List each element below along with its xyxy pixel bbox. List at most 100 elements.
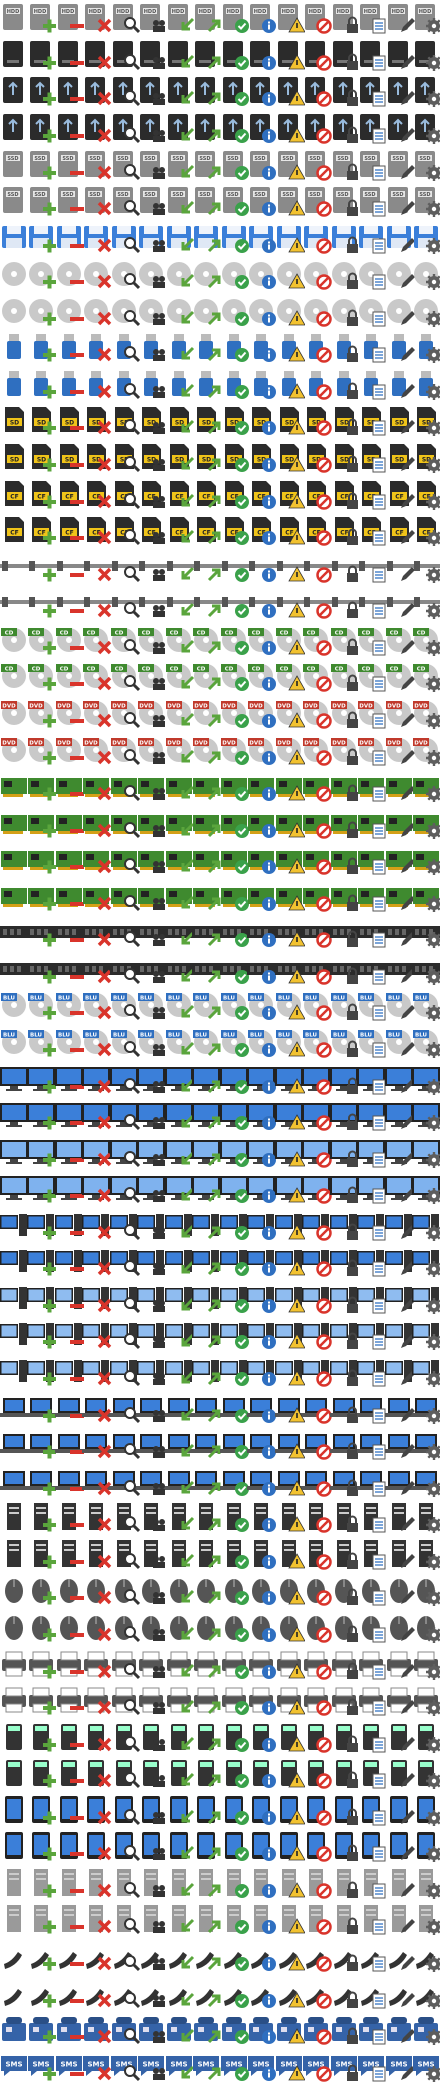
network-card-warning-icon-graphic <box>276 815 305 838</box>
expansion-card-settings-icon-graphic <box>413 851 440 875</box>
cf-card-lock-icon-graphic: CF <box>335 481 358 509</box>
bluray-import-icon: BLU <box>161 1024 197 1060</box>
laptop-settings-icon-graphic <box>412 1471 440 1497</box>
laptop-settings-icon <box>408 1390 440 1426</box>
computer-light-list-icon-graphic <box>357 1287 386 1314</box>
svg-text:CD: CD <box>60 631 69 637</box>
calculator-none-icon-graphic <box>6 1760 22 1786</box>
sd-card-edit-icon-graphic: SD <box>390 407 415 434</box>
ram-export-icon-graphic <box>192 926 221 947</box>
laptop-info-icon-graphic <box>247 1434 276 1459</box>
hdd-dark-delete-icon <box>78 37 114 73</box>
calculator-info-icon-graphic <box>253 1760 276 1788</box>
cd-info-icon-graphic: CD <box>248 628 276 655</box>
desk-phone-edit-icon-graphic <box>387 2017 415 2043</box>
network-card-block-icon <box>298 768 334 804</box>
usb-drive-remove-icon-graphic <box>58 114 84 140</box>
svg-text:CD: CD <box>87 667 96 673</box>
cd-warning-icon: CD <box>271 658 307 694</box>
mouse-lock-icon <box>326 1609 362 1645</box>
svg-text:SSD: SSD <box>254 156 265 162</box>
cf-card-pair-icon: CF <box>133 476 169 512</box>
cd-import-icon: CD <box>161 658 197 694</box>
tower-lock-icon-graphic <box>337 1869 358 1898</box>
cable-search-icon-graphic <box>110 597 140 619</box>
phone-info-icon-graphic <box>251 1952 276 1971</box>
server-pair-icon-graphic <box>144 1503 165 1531</box>
dvd-info-icon: DVD <box>243 732 279 768</box>
monitor-edit-icon <box>381 1061 417 1097</box>
svg-text:SD: SD <box>37 420 46 427</box>
sd-card-delete-icon: SD <box>78 402 114 438</box>
svg-text:CF: CF <box>312 494 321 501</box>
usb-stick-block-icon <box>298 329 334 365</box>
computer-light-add-icon-graphic <box>27 1287 56 1313</box>
optical-drive-add-icon <box>23 256 59 292</box>
usb-stick-export-icon-graphic <box>199 371 221 399</box>
ram-none-icon <box>0 951 32 987</box>
expansion-card-block-icon <box>298 841 334 877</box>
svg-text:BLU: BLU <box>30 996 42 1002</box>
hdd-dark-list-icon-graphic <box>360 41 386 71</box>
ssd-export-icon: SSD <box>188 147 224 183</box>
optical-drive-delete-icon <box>78 256 114 292</box>
laptop-add-icon <box>23 1426 59 1462</box>
calculator-search-icon <box>106 1755 142 1791</box>
laptop-delete-icon <box>78 1463 114 1499</box>
computer-lock-icon-graphic <box>330 1214 358 1240</box>
mouse-edit-icon <box>381 1609 417 1645</box>
svg-text:SSD: SSD <box>419 192 430 198</box>
optical-drive-pair-icon-graphic <box>139 262 165 288</box>
tablet-remove-icon <box>51 1828 87 1864</box>
monitor-light-lock-icon <box>326 1170 362 1206</box>
monitor-add-icon-graphic <box>27 1067 56 1094</box>
sd-card-ok-icon-graphic: SD <box>225 407 249 435</box>
network-card-pair-icon <box>133 805 169 841</box>
computer-light-delete-icon-graphic <box>82 1287 112 1313</box>
calculator-import-icon <box>161 1755 197 1791</box>
monitor-light-pair-icon-graphic <box>137 1176 165 1202</box>
cable-info-icon <box>243 549 279 585</box>
cf-card-list-icon: CF <box>353 512 389 548</box>
dvd-remove-icon-graphic: DVD <box>56 738 84 762</box>
cable-pair-icon-graphic <box>137 597 165 617</box>
cable-remove-icon <box>51 585 87 621</box>
phone-warning-icon-graphic <box>279 1989 305 2008</box>
calculator-list-icon-graphic <box>363 1760 386 1789</box>
expansion-card-settings-icon <box>408 841 440 877</box>
usb-drive-export-icon-graphic <box>195 77 221 106</box>
cf-card-list-icon-graphic: CF <box>362 517 386 546</box>
server-info-icon-graphic <box>254 1503 276 1532</box>
server-info-icon <box>243 1536 279 1572</box>
svg-text:DVD: DVD <box>194 704 208 710</box>
computer-edit-icon <box>381 1243 417 1279</box>
ram-none-icon-graphic <box>0 926 28 938</box>
computer-export-icon-graphic <box>192 1250 221 1276</box>
monitor-light-list-icon-graphic <box>357 1140 386 1168</box>
cd-delete-icon-graphic: CD <box>83 628 112 655</box>
computer-light-export-icon-graphic <box>192 1360 221 1386</box>
hdd-list-icon-graphic: HDD <box>360 4 386 34</box>
ssd-edit-icon-graphic: SSD <box>388 187 415 215</box>
svg-text:BLU: BLU <box>250 996 262 1002</box>
monitor-light-info-icon <box>243 1134 279 1170</box>
sd-card-delete-icon-graphic: SD <box>87 444 112 472</box>
ram-ok-icon-graphic <box>220 926 249 947</box>
hdd-dark-warning-icon-graphic <box>278 41 305 70</box>
svg-text:DVD: DVD <box>332 741 346 747</box>
sd-card-info-icon: SD <box>243 439 279 475</box>
server-block-icon <box>298 1499 334 1535</box>
laptop-ok-icon-graphic <box>220 1434 249 1459</box>
bluray-search-icon: BLU <box>106 1024 142 1060</box>
monitor-block-icon <box>298 1097 334 1133</box>
usb-stick-add-icon <box>23 329 59 365</box>
cf-card-info-icon: CF <box>243 476 279 512</box>
svg-text:HDD: HDD <box>7 9 20 15</box>
printer-none-icon-graphic <box>2 1687 26 1713</box>
usb-drive-info-icon-graphic <box>250 114 276 143</box>
cable-lock-icon-graphic <box>330 597 358 618</box>
laptop-warning-icon-graphic <box>275 1398 305 1423</box>
laptop-block-icon-graphic <box>302 1398 332 1424</box>
optical-drive-remove-icon <box>51 256 87 292</box>
cable-warning-icon-graphic <box>275 561 305 582</box>
